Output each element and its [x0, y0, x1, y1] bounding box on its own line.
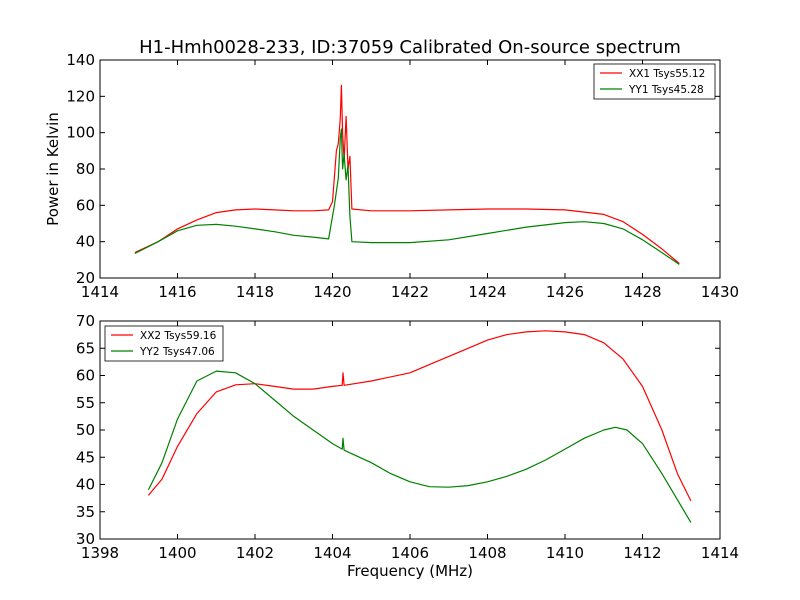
top-x-tick-label: 1422	[391, 283, 429, 301]
top-y-tick-label: 140	[66, 51, 95, 69]
top-legend-label-yy1: YY1 Tsys45.28	[628, 84, 704, 96]
bottom-x-tick-label: 1402	[236, 544, 274, 562]
top-series-lines	[134, 84, 680, 265]
bottom-legend-label-xx2: XX2 Tsys59.16	[140, 330, 217, 342]
bottom-series-lines	[147, 330, 692, 523]
bottom-y-tick-label: 35	[76, 503, 95, 521]
top-legend-box	[593, 63, 716, 100]
bottom-y-tick-label: 65	[76, 339, 95, 357]
top-legend-label-xx1: XX1 Tsys55.12	[629, 68, 705, 80]
top-x-tick-label: 1424	[468, 283, 506, 301]
top-series-yy1-line	[134, 128, 680, 265]
top-y-tick-label: 100	[66, 124, 95, 142]
top-y-axis-label: Power in Kelvin	[44, 112, 62, 226]
top-y-tick-label: 60	[76, 196, 95, 214]
top-y-tick-label: 40	[76, 233, 95, 251]
bottom-x-tick-label: 1400	[158, 544, 196, 562]
top-series-xx1-line	[134, 84, 680, 264]
bottom-y-tick-label: 70	[76, 312, 95, 330]
bottom-y-tick-label: 40	[76, 476, 95, 494]
bottom-axis-ticks: 1398 1400 1402 1404 1406 1408 1410 1412 1414 30 35…	[76, 312, 739, 562]
bottom-x-tick-label: 1406	[391, 544, 429, 562]
bottom-x-tick-label: 1408	[468, 544, 506, 562]
bottom-x-tick-label: 1410	[546, 544, 584, 562]
bottom-legend-label-yy2: YY2 Tsys47.06	[139, 346, 215, 358]
bottom-y-tick-label: 50	[76, 421, 95, 439]
bottom-legend: XX2 Tsys59.16 YY2 Tsys47.06	[104, 325, 224, 362]
top-x-tick-label: 1430	[701, 283, 739, 301]
top-y-tick-label: 120	[66, 87, 95, 105]
bottom-y-tick-label: 60	[76, 367, 95, 385]
bottom-y-tick-label: 30	[76, 530, 95, 548]
bottom-panel: 1398 1400 1402 1404 1406 1408 1410 1412 1414 30 35…	[76, 312, 739, 580]
bottom-x-axis-label: Frequency (MHz)	[347, 562, 473, 580]
top-x-tick-label: 1416	[158, 283, 196, 301]
top-y-tick-label: 80	[76, 160, 95, 178]
bottom-legend-box	[104, 325, 224, 362]
bottom-x-tick-label: 1412	[623, 544, 661, 562]
chart-title: H1-Hmh0028-233, ID:37059 Calibrated On-s…	[139, 37, 681, 58]
top-legend: XX1 Tsys55.12 YY1 Tsys45.28	[593, 63, 716, 100]
bottom-x-tick-label: 1414	[701, 544, 739, 562]
top-x-tick-label: 1420	[313, 283, 351, 301]
bottom-series-xx2-line	[147, 330, 692, 502]
top-x-tick-label: 1426	[546, 283, 584, 301]
bottom-x-tick-label: 1398	[81, 544, 119, 562]
top-x-tick-label: 1414	[81, 283, 119, 301]
bottom-y-tick-label: 55	[76, 394, 95, 412]
top-x-tick-label: 1418	[236, 283, 274, 301]
bottom-y-tick-label: 45	[76, 448, 95, 466]
top-y-tick-label: 20	[76, 269, 95, 287]
top-axis-ticks: 1414 1416 1418 1420 1422 1424 1426 1428 1430 20 40…	[66, 51, 739, 301]
bottom-x-tick-label: 1404	[313, 544, 351, 562]
bottom-series-yy2-line	[147, 370, 692, 523]
top-x-tick-label: 1428	[623, 283, 661, 301]
top-panel: 1414 1416 1418 1420 1422 1424 1426 1428 1430 20 40…	[44, 51, 739, 301]
